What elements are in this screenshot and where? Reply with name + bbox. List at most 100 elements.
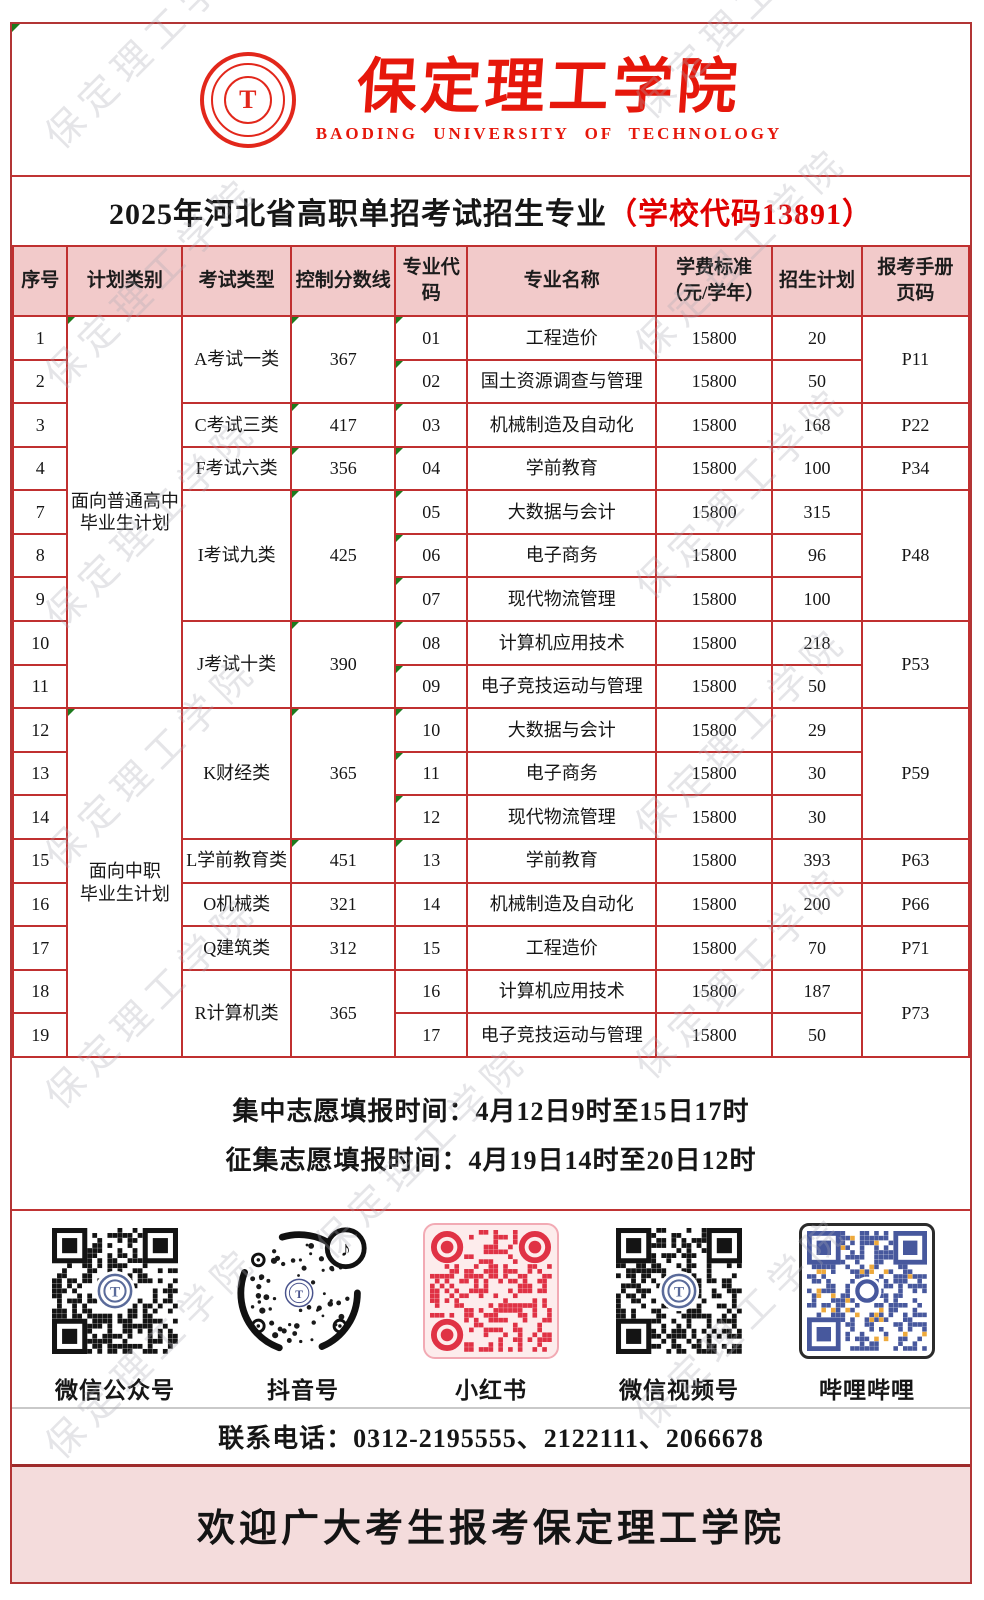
wechat-channels-qr: T: [611, 1223, 747, 1359]
plan-count-cell: 100: [771, 445, 863, 492]
plan-count-cell: 20: [771, 315, 863, 361]
major-name-cell: 大数据与会计: [466, 489, 658, 535]
plan-count-cell: 30: [771, 750, 863, 797]
column-header: 报考手册 页码: [860, 245, 971, 317]
major-code-cell: 07: [394, 576, 469, 623]
plan-count-cell: 50: [771, 663, 863, 710]
major-name-cell: 电子商务: [466, 532, 658, 579]
title-section: 2025年河北省高职单招考试招生专业（学校代码13891）: [12, 177, 970, 245]
major-code-cell: 05: [394, 489, 469, 535]
table-cell: 1: [11, 315, 69, 361]
plan-category-cell: 面向中职 毕业生计划: [66, 707, 184, 1058]
table-row: 18 R计算机类 365 16 计算机应用技术 15800 187 P73: [11, 968, 971, 1059]
table-row: 17 Q建筑类 312 15 工程造价 15800 70 P71: [11, 925, 971, 971]
major-code-cell: 04: [394, 445, 469, 492]
major-code-cell: 02: [394, 358, 469, 405]
major-code-cell: 15: [394, 925, 469, 971]
table-cell: 4: [11, 445, 69, 492]
table-cell: 11: [11, 663, 69, 710]
table-cell: 8: [11, 532, 69, 579]
major-code-cell: 17: [394, 1012, 469, 1058]
major-code-cell: 01: [394, 315, 469, 361]
exam-type-cell: C考试三类: [181, 402, 293, 448]
tuition-cell: 15800: [655, 576, 774, 623]
table-cell: 14: [11, 794, 69, 840]
xiaohongshu-qr-image: [430, 1230, 552, 1352]
score-line-cell: 425: [290, 489, 397, 623]
handbook-page-cell: P63: [860, 837, 971, 884]
bilibili-qr-image: [807, 1231, 927, 1351]
table-cell: 2: [11, 358, 69, 405]
plan-count-cell: 50: [771, 1012, 863, 1058]
major-name-cell: 国土资源调查与管理: [466, 358, 658, 405]
svg-text:♪: ♪: [340, 1237, 351, 1261]
major-name-cell: 学前教育: [466, 445, 658, 492]
plan-count-cell: 315: [771, 489, 863, 535]
table-row: 7 I考试九类 425 05 大数据与会计 15800 315 P48: [11, 489, 971, 623]
table-cell: 16: [11, 881, 69, 928]
major-code-cell: 03: [394, 402, 469, 448]
handbook-page-cell: P59: [860, 707, 971, 840]
exam-type-cell: A考试一类: [181, 314, 293, 405]
table-row: 1 面向普通高中 毕业生计划 A考试一类 367 01 工程造价 15800 20 P11: [11, 314, 971, 710]
handbook-page-cell: P73: [860, 968, 971, 1059]
douyin-qr-image: T♪: [237, 1227, 367, 1355]
footer-welcome-text: 欢迎广大考生报考保定理工学院: [196, 1508, 785, 1550]
table-row: 4 F考试六类 356 04 学前教育 15800 100 P34: [11, 445, 971, 492]
major-name-cell: 现代物流管理: [466, 794, 658, 840]
title-school-code: （学校代码13891）: [607, 198, 873, 231]
major-code-cell: 14: [394, 881, 469, 928]
douyin-qr: T ♪: [235, 1223, 371, 1359]
qr-label: 微信视频号: [619, 1378, 739, 1403]
qr-label: 抖音号: [267, 1378, 339, 1403]
tuition-cell: 15800: [655, 707, 774, 753]
xiaohongshu-qr-item: 小红书: [406, 1223, 576, 1405]
major-name-cell: 计算机应用技术: [466, 968, 658, 1015]
exam-type-cell: F考试六类: [181, 445, 293, 492]
major-code-cell: 11: [394, 750, 469, 797]
plan-count-cell: 96: [771, 532, 863, 579]
major-name-cell: 大数据与会计: [466, 707, 658, 753]
svg-text:T: T: [110, 1285, 120, 1301]
notice-line-centralized: 集中志愿填报时间：4月12日9时至15日17时: [232, 1096, 750, 1126]
handbook-page-cell: P66: [860, 881, 971, 928]
major-code-cell: 13: [394, 837, 469, 884]
handbook-page-cell: P22: [860, 402, 971, 448]
bilibili-qr: [799, 1223, 935, 1359]
page-frame: T 保定理工学院 BAODING UNIVERSITY OF TECHNOLOG…: [10, 22, 972, 1584]
university-header: T 保定理工学院 BAODING UNIVERSITY OF TECHNOLOG…: [12, 24, 970, 177]
major-name-cell: 电子商务: [466, 750, 658, 797]
score-line-cell: 417: [290, 402, 397, 448]
tuition-cell: 15800: [655, 532, 774, 579]
handbook-page-cell: P53: [860, 620, 971, 710]
plan-count-cell: 393: [771, 837, 863, 884]
logo-monogram: T: [239, 84, 257, 114]
qr-label: 小红书: [455, 1378, 527, 1403]
score-line-cell: 451: [290, 837, 397, 884]
wechat-official-qr-item: T 微信公众号: [30, 1223, 200, 1405]
plan-count-cell: 50: [771, 358, 863, 405]
major-name-cell: 工程造价: [466, 925, 658, 971]
score-line-cell: 365: [290, 707, 397, 840]
score-line-cell: 365: [290, 968, 397, 1059]
admission-majors-table: 序号 计划类别 考试类型 控制分数线 专业代码 专业名称 学费标准 （元/学年） 招生计划 报考…: [11, 245, 971, 1059]
exam-type-cell: J考试十类: [181, 620, 293, 710]
qr-label: 微信公众号: [55, 1378, 175, 1403]
table-row: 8 06 电子商务 15800 96: [11, 532, 969, 579]
column-header: 学费标准 （元/学年）: [655, 245, 774, 317]
column-header: 考试类型: [181, 245, 293, 317]
column-header: 专业名称: [466, 245, 658, 317]
exam-type-cell: R计算机类: [181, 968, 293, 1059]
score-line-cell: 367: [290, 314, 397, 405]
major-name-cell: 学前教育: [466, 837, 658, 884]
table-cell: 9: [11, 576, 69, 623]
major-name-cell: 电子竞技运动与管理: [466, 1012, 658, 1058]
score-line-cell: 356: [290, 445, 397, 492]
major-name-cell: 工程造价: [466, 315, 658, 361]
exam-type-cell: L学前教育类: [181, 837, 293, 884]
table-cell: 19: [11, 1012, 69, 1058]
exam-type-cell: K财经类: [181, 707, 293, 840]
table-row: 10 J考试十类 390 08 计算机应用技术 15800 218 P53: [11, 620, 971, 710]
handbook-page-cell: P34: [860, 445, 971, 492]
